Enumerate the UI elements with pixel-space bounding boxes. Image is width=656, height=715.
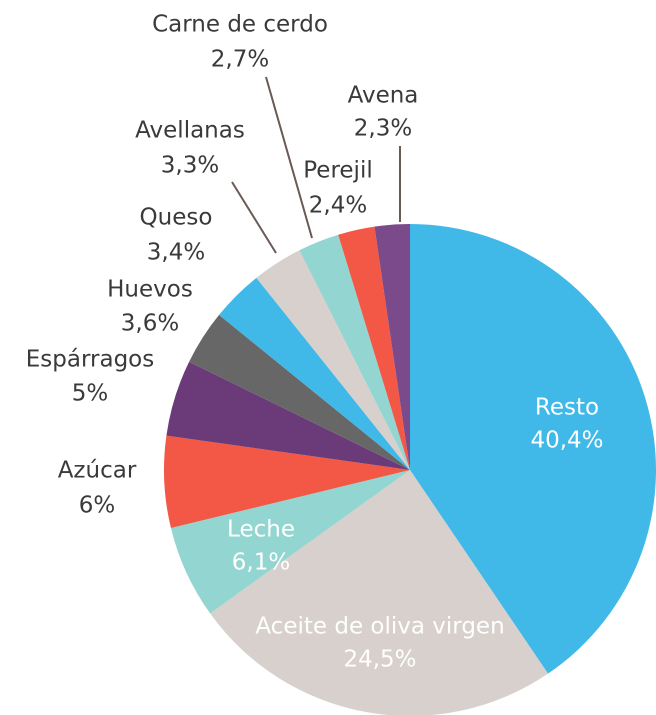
slice-label: Perejil bbox=[303, 158, 372, 184]
pie-slice bbox=[189, 314, 410, 470]
slice-label: Leche bbox=[227, 517, 295, 543]
slice-label: Resto bbox=[535, 395, 599, 421]
slice-value-label: 6% bbox=[79, 493, 116, 519]
slice-value-label: 2,3% bbox=[354, 116, 412, 142]
slice-value-label: 2,4% bbox=[309, 193, 367, 219]
pie-slice bbox=[338, 226, 410, 470]
pie-slice bbox=[219, 277, 410, 470]
slice-label: Queso bbox=[140, 205, 213, 231]
slice-value-label: 40,4% bbox=[530, 428, 603, 454]
slice-value-label: 3,6% bbox=[121, 311, 179, 337]
slice-label: Carne de cerdo bbox=[152, 12, 328, 38]
leader-line bbox=[265, 76, 313, 239]
pie-slice bbox=[170, 470, 410, 614]
slice-label: Huevos bbox=[107, 277, 193, 303]
slice-label: Espárragos bbox=[26, 347, 154, 373]
slice-value-label: 2,7% bbox=[211, 47, 269, 73]
slice-value-label: 3,4% bbox=[147, 240, 205, 266]
pie-slice bbox=[374, 224, 410, 470]
slice-value-label: 5% bbox=[72, 381, 109, 407]
slice-label: Avena bbox=[348, 83, 419, 109]
slice-value-label: 3,3% bbox=[161, 153, 219, 179]
pie-slice bbox=[210, 470, 548, 715]
leader-line bbox=[231, 181, 277, 254]
pie-slice bbox=[166, 361, 410, 470]
pie-slice bbox=[164, 435, 410, 528]
slice-label: Aceite de oliva virgen bbox=[255, 614, 504, 640]
slice-label: Azúcar bbox=[58, 458, 137, 484]
pie-slice bbox=[299, 234, 410, 470]
slice-value-label: 24,5% bbox=[343, 647, 416, 673]
slice-value-label: 6,1% bbox=[232, 550, 290, 576]
slice-label: Avellanas bbox=[135, 118, 245, 144]
pie-slice bbox=[256, 250, 410, 470]
pie-slice bbox=[410, 224, 656, 674]
